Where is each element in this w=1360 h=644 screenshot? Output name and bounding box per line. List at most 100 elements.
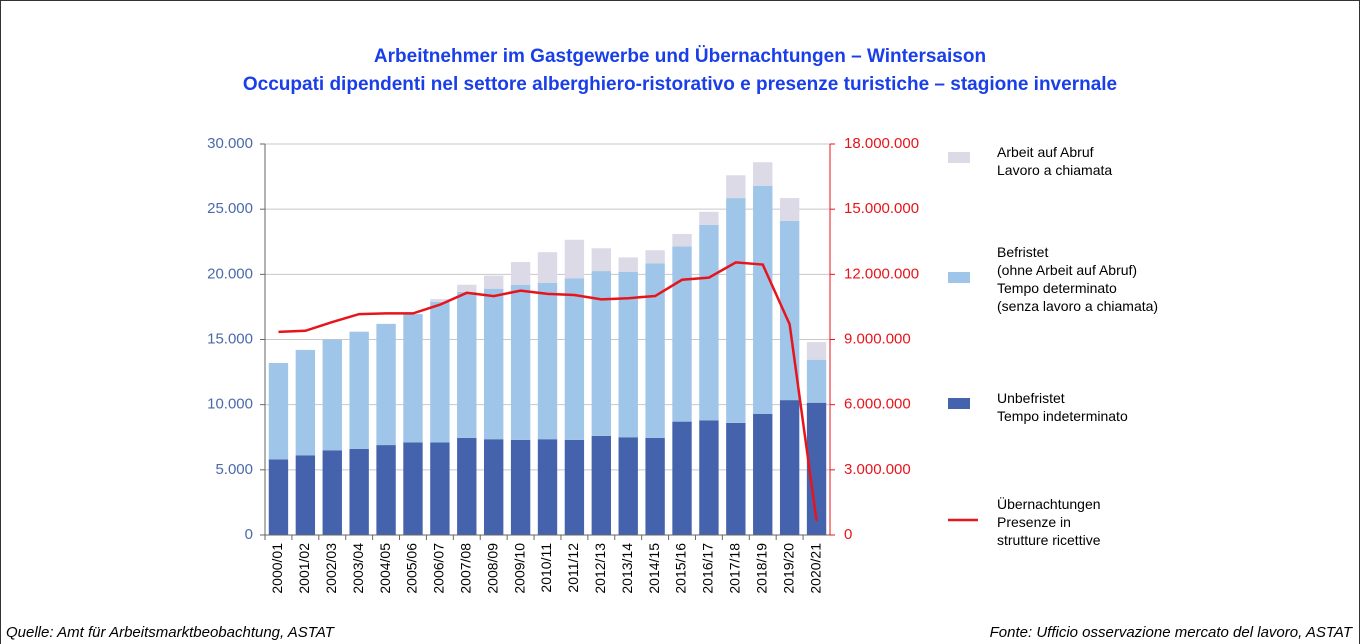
legend-swatch bbox=[948, 398, 970, 409]
bar-segment bbox=[349, 331, 369, 449]
bar-segment bbox=[376, 445, 396, 535]
line-series bbox=[278, 261, 818, 522]
bar-segment bbox=[322, 450, 342, 535]
bar-segment bbox=[645, 250, 665, 264]
bar-segment bbox=[430, 299, 450, 302]
x-tick-label: 2020/21 bbox=[807, 543, 823, 594]
y-tick-label: 20.000 bbox=[207, 265, 253, 282]
y-tick-label: 25.000 bbox=[207, 200, 253, 217]
bar-segment bbox=[484, 288, 504, 440]
bar-segment bbox=[618, 257, 638, 272]
bar-segment bbox=[806, 359, 827, 403]
bar-segment bbox=[537, 252, 558, 283]
x-tick-label: 2004/05 bbox=[377, 543, 393, 594]
bar-segment bbox=[591, 248, 611, 272]
bar-segment bbox=[510, 284, 531, 440]
bar-segment bbox=[457, 284, 477, 292]
legend-label: Unbefristet Tempo indeterminato bbox=[997, 390, 1128, 424]
y2-tick-label: 3.000.000 bbox=[844, 461, 911, 478]
bar-segment bbox=[699, 420, 719, 535]
x-tick-label: 2003/04 bbox=[350, 543, 366, 594]
x-tick-label: 2010/11 bbox=[538, 543, 554, 593]
bar-segment bbox=[403, 314, 423, 443]
x-tick-label: 2009/10 bbox=[511, 543, 527, 594]
y-tick-label: 15.000 bbox=[207, 330, 253, 347]
bar-segment bbox=[645, 263, 665, 438]
bar-segment bbox=[349, 448, 369, 535]
bar-segment bbox=[618, 271, 638, 438]
bar-segment bbox=[753, 162, 773, 186]
bar-segment bbox=[457, 437, 477, 535]
bar-segment bbox=[591, 435, 611, 535]
bar-segment bbox=[591, 271, 611, 436]
legend-label: Arbeit auf Abruf Lavoro a chiamata bbox=[997, 144, 1113, 178]
x-tick-label: 2018/19 bbox=[753, 543, 769, 594]
bar-segment bbox=[618, 437, 638, 535]
bar-segment bbox=[564, 239, 585, 279]
x-tick-label: 2016/17 bbox=[700, 543, 716, 594]
legend-label: Befristet (ohne Arbeit auf Abruf) Tempo … bbox=[997, 244, 1159, 314]
bar-segment bbox=[510, 439, 531, 535]
bar-segment bbox=[726, 175, 746, 199]
bar-segment bbox=[510, 261, 531, 285]
x-tick-label: 2006/07 bbox=[431, 543, 447, 594]
y2-tick-label: 0 bbox=[844, 526, 852, 543]
bar-segment bbox=[295, 349, 316, 456]
x-tick-label: 2007/08 bbox=[457, 543, 473, 594]
bar-segment bbox=[457, 291, 477, 438]
bar-segment bbox=[484, 439, 504, 535]
bar-segment bbox=[806, 342, 827, 360]
y-tick-label: 10.000 bbox=[207, 396, 253, 413]
bar-segment bbox=[672, 233, 692, 247]
legend-swatch bbox=[948, 152, 970, 163]
x-tick-label: 2011/12 bbox=[565, 543, 581, 593]
y2-tick-label: 18.000.000 bbox=[844, 135, 919, 152]
x-tick-label: 2017/18 bbox=[727, 543, 743, 594]
x-tick-label: 2000/01 bbox=[269, 543, 285, 594]
bar-segment bbox=[699, 224, 719, 421]
x-tick-label: 2005/06 bbox=[404, 543, 420, 594]
bar-segment bbox=[726, 422, 746, 535]
bar-segment bbox=[645, 437, 665, 535]
bar-segment bbox=[268, 459, 289, 535]
bar-segment bbox=[430, 301, 450, 443]
legend-swatch bbox=[948, 272, 970, 283]
source-note: Fonte: Ufficio osservazione mercato del … bbox=[989, 624, 1352, 641]
bar-segment bbox=[806, 402, 827, 535]
x-tick-label: 2013/14 bbox=[619, 543, 635, 594]
bar-segment bbox=[537, 439, 558, 535]
bar-segment bbox=[753, 413, 773, 535]
y2-tick-label: 6.000.000 bbox=[844, 396, 911, 413]
bar-segment bbox=[779, 198, 800, 221]
bar-segment bbox=[726, 198, 746, 423]
x-tick-label: 2019/20 bbox=[780, 543, 796, 594]
y-tick-label: 30.000 bbox=[207, 135, 253, 152]
chart-subtitle: Occupati dipendenti nel settore alberghi… bbox=[243, 74, 1117, 95]
bar-segment bbox=[564, 439, 585, 535]
bar-segment bbox=[779, 400, 800, 535]
x-tick-label: 2001/02 bbox=[296, 543, 312, 594]
y-tick-label: 5.000 bbox=[215, 461, 253, 478]
bar-segment bbox=[672, 421, 692, 535]
chart-title: Arbeitnehmer im Gastgewerbe und Übernach… bbox=[374, 46, 986, 67]
x-tick-label: 2002/03 bbox=[323, 543, 339, 594]
y2-tick-label: 9.000.000 bbox=[844, 330, 911, 347]
y2-tick-label: 12.000.000 bbox=[844, 265, 919, 282]
bar-segment bbox=[295, 455, 316, 535]
bar-segment bbox=[403, 442, 423, 535]
x-tick-label: 2008/09 bbox=[484, 543, 500, 594]
bar-segment bbox=[430, 442, 450, 535]
y-tick-label: 0 bbox=[245, 526, 253, 543]
bar-segment bbox=[753, 185, 773, 414]
x-tick-label: 2015/16 bbox=[673, 543, 689, 594]
bar-segment bbox=[537, 282, 558, 440]
bar-segment bbox=[376, 323, 396, 446]
bar-segment bbox=[564, 278, 585, 440]
bar-segment bbox=[484, 275, 504, 289]
bar-segment bbox=[672, 246, 692, 422]
x-tick-label: 2012/13 bbox=[592, 543, 608, 594]
bar-segment bbox=[268, 362, 289, 460]
source-note: Quelle: Amt für Arbeitsmarktbeobachtung,… bbox=[6, 624, 334, 641]
legend-label: Übernachtungen Presenze in strutture ric… bbox=[997, 496, 1101, 548]
